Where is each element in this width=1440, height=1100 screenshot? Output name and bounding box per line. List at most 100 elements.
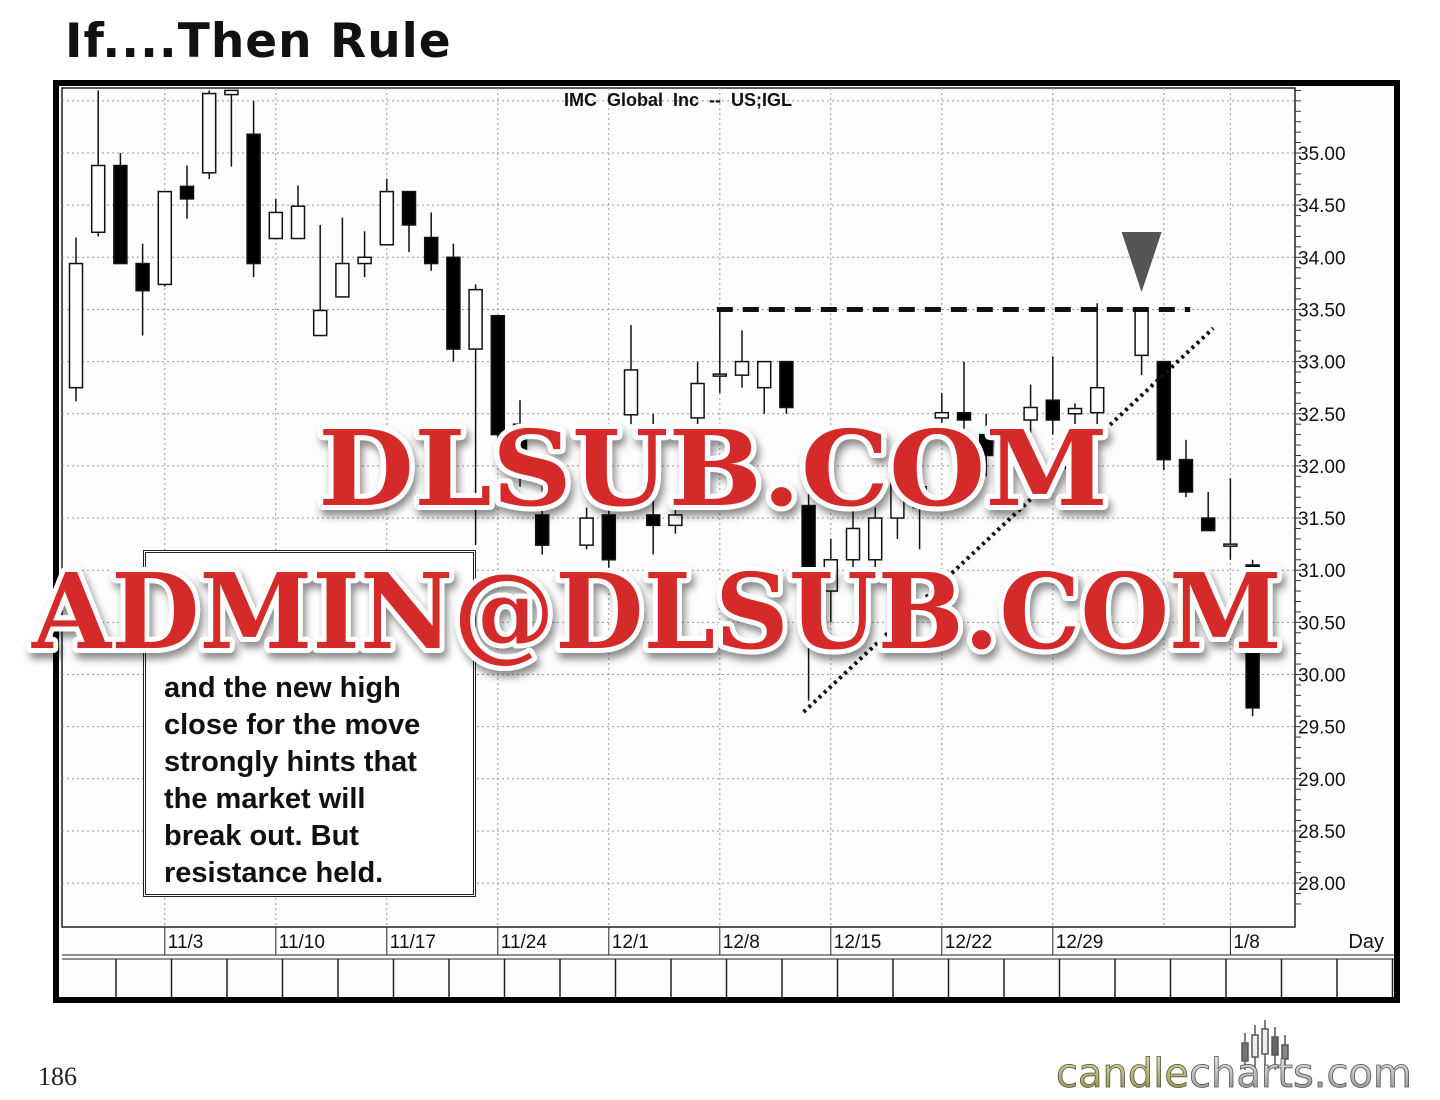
candle-body-white: [756, 360, 772, 389]
y-tick-label: 32.50: [1298, 405, 1346, 426]
y-tick-label: 32.00: [1298, 457, 1346, 478]
candle-body-white: [1223, 543, 1238, 547]
candle: [734, 330, 750, 388]
x-tick-label: 12/22: [945, 932, 993, 953]
candle: [801, 465, 816, 701]
candle-body-white: [712, 373, 728, 377]
candle-body-white: [201, 92, 217, 174]
svg-text:candlecharts.com: candlecharts.com: [1056, 1051, 1412, 1097]
candle: [579, 507, 594, 550]
chart-title: IMC Global Inc -- US;IGL: [564, 90, 792, 110]
candle-body-white: [1089, 386, 1105, 414]
x-tick-label: 12/29: [1056, 932, 1104, 953]
candle: [379, 179, 395, 246]
candle-body-black: [601, 514, 617, 561]
x-tick-label: 12/15: [834, 932, 882, 953]
candle: [1200, 491, 1216, 532]
candle: [179, 165, 195, 219]
x-tick-label: 12/1: [612, 932, 649, 953]
candle-body-black: [534, 514, 550, 546]
x-tick-label: 11/10: [279, 932, 325, 953]
candle-body-white: [668, 514, 683, 527]
note-line: resistance held.: [164, 857, 384, 889]
candle: [1245, 559, 1260, 717]
candle-body-black: [1245, 564, 1260, 709]
candle-body-white: [690, 382, 705, 419]
y-tick-label: 30.00: [1298, 666, 1346, 687]
candle: [1045, 356, 1061, 435]
candle-body-white: [468, 288, 483, 350]
candle: [90, 90, 106, 237]
candle: [756, 360, 772, 414]
candle: [512, 400, 528, 487]
candle: [1067, 403, 1083, 435]
candle-body-white: [312, 309, 328, 337]
slide-title: If....Then Rule: [65, 14, 452, 69]
candle-body-white: [912, 486, 927, 509]
page-number: 186: [38, 1062, 77, 1091]
candle-body-white: [90, 164, 106, 234]
candle: [867, 507, 883, 581]
candle: [779, 360, 794, 414]
candle-body-white: [1134, 309, 1149, 357]
candle-body-black: [423, 236, 439, 265]
y-tick-label: 31.50: [1298, 509, 1346, 530]
candle: [668, 497, 683, 534]
candle-body-white: [890, 475, 905, 519]
candle-body-white: [623, 369, 639, 416]
candle: [268, 198, 284, 240]
x-tick-label: 11/17: [390, 932, 436, 953]
candle-body-white: [579, 517, 594, 546]
candle-body-black: [978, 433, 994, 457]
logo-text-candle: candle: [1056, 1051, 1189, 1097]
candle-body-white: [224, 89, 239, 96]
volume-strip: [62, 958, 1395, 997]
candle: [956, 361, 972, 446]
candle-body-black: [801, 504, 816, 592]
candle-body-white: [867, 517, 883, 561]
candle-body-black: [113, 164, 128, 265]
candle-body-white: [268, 211, 284, 240]
candle-body-black: [956, 411, 972, 421]
candle-body-white: [845, 527, 861, 561]
candle-body-black: [512, 423, 528, 467]
y-tick-label: 29.00: [1298, 770, 1346, 791]
candle-body-black: [446, 256, 461, 350]
y-tick-label: 33.50: [1298, 300, 1346, 321]
note-line: the market will: [164, 783, 366, 815]
candle: [468, 284, 483, 546]
candle: [224, 89, 239, 167]
candle-body-white: [68, 262, 84, 389]
logo-candles-icon: [1241, 1020, 1289, 1070]
candle-body-white: [379, 190, 395, 246]
candle-body-white: [290, 205, 306, 240]
x-tick-label: 1/8: [1233, 932, 1259, 953]
candle: [135, 243, 150, 336]
candles: [68, 89, 1260, 717]
trend-line: [802, 326, 1215, 714]
note-line: break out. But: [164, 820, 359, 852]
candle-body-black: [1200, 517, 1216, 532]
candle: [68, 237, 84, 402]
y-tick-label: 34.50: [1298, 196, 1346, 217]
y-tick-label: 33.00: [1298, 353, 1346, 374]
candle: [1178, 439, 1194, 498]
candle: [113, 153, 128, 265]
candle: [534, 465, 550, 555]
candle: [712, 308, 728, 393]
note-line: close for the move: [164, 709, 421, 741]
candle: [912, 445, 927, 550]
candle-body-black: [1045, 399, 1061, 421]
candle-body-white: [934, 411, 950, 419]
note-line: and the new high: [164, 672, 401, 704]
candle-body-black: [645, 514, 661, 527]
y-tick-label: 29.50: [1298, 718, 1346, 739]
candle: [690, 361, 705, 425]
candle-body-white: [157, 190, 173, 286]
y-tick-label: 28.00: [1298, 874, 1346, 895]
candle: [401, 190, 417, 253]
candle-body-black: [1178, 458, 1194, 493]
y-tick-label: 35.00: [1298, 144, 1346, 165]
x-tick-label: 12/8: [723, 932, 760, 953]
